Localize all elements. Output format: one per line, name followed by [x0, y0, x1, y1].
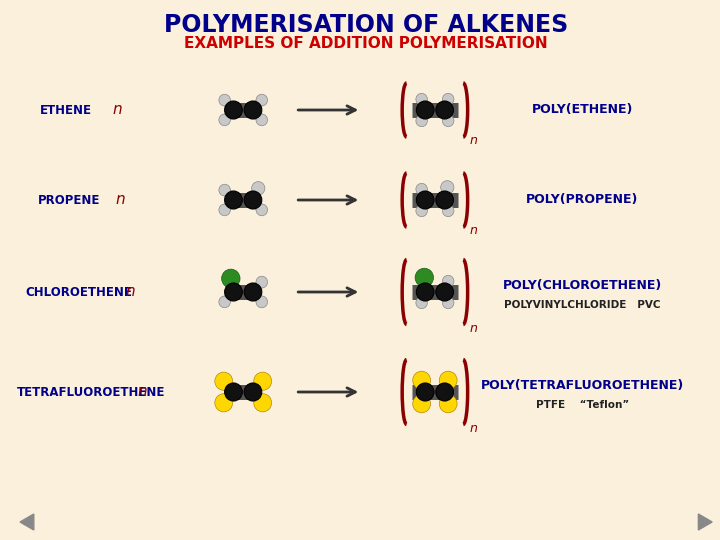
Polygon shape	[698, 514, 712, 530]
Text: n: n	[469, 134, 477, 147]
Circle shape	[413, 371, 431, 389]
Circle shape	[256, 204, 268, 216]
Text: n: n	[469, 422, 477, 435]
Circle shape	[219, 114, 230, 126]
Circle shape	[439, 371, 457, 389]
Circle shape	[251, 181, 265, 195]
Circle shape	[215, 372, 233, 390]
Circle shape	[441, 181, 454, 194]
Circle shape	[244, 283, 262, 301]
Circle shape	[416, 297, 428, 309]
Circle shape	[225, 383, 243, 401]
Circle shape	[442, 93, 454, 105]
Circle shape	[416, 93, 428, 105]
Text: POLY(ETHENE): POLY(ETHENE)	[531, 104, 633, 117]
Circle shape	[416, 205, 428, 217]
Circle shape	[416, 184, 428, 195]
Text: POLYMERISATION OF ALKENES: POLYMERISATION OF ALKENES	[164, 13, 568, 37]
Text: TETRAFLUOROETHENE: TETRAFLUOROETHENE	[17, 386, 165, 399]
Circle shape	[219, 204, 230, 216]
Circle shape	[219, 296, 230, 308]
Circle shape	[416, 101, 434, 119]
Circle shape	[219, 184, 230, 196]
Circle shape	[442, 205, 454, 217]
Circle shape	[416, 383, 434, 401]
Text: n: n	[125, 285, 135, 300]
Text: POLY(TETRAFLUOROETHENE): POLY(TETRAFLUOROETHENE)	[481, 379, 684, 392]
Text: CHLOROETHENE: CHLOROETHENE	[26, 286, 132, 299]
Circle shape	[436, 283, 454, 301]
Text: PTFE    “Teflon”: PTFE “Teflon”	[536, 400, 629, 410]
Circle shape	[413, 395, 431, 413]
Circle shape	[253, 394, 271, 412]
Circle shape	[442, 115, 454, 127]
Text: ETHENE: ETHENE	[40, 104, 92, 117]
Circle shape	[256, 276, 268, 288]
Text: n: n	[137, 384, 147, 400]
Circle shape	[256, 296, 268, 308]
Text: PROPENE: PROPENE	[38, 193, 100, 206]
Circle shape	[442, 297, 454, 309]
Circle shape	[439, 395, 457, 413]
Text: POLY(PROPENE): POLY(PROPENE)	[526, 193, 639, 206]
Circle shape	[436, 191, 454, 209]
Text: n: n	[469, 224, 477, 237]
Circle shape	[253, 372, 271, 390]
Circle shape	[416, 115, 428, 127]
Circle shape	[219, 94, 230, 106]
Circle shape	[215, 394, 233, 412]
Circle shape	[225, 101, 243, 119]
Text: EXAMPLES OF ADDITION POLYMERISATION: EXAMPLES OF ADDITION POLYMERISATION	[184, 36, 548, 51]
Circle shape	[442, 275, 454, 287]
Circle shape	[256, 94, 268, 106]
Text: n: n	[469, 322, 477, 335]
Circle shape	[256, 114, 268, 126]
Text: POLY(CHLOROETHENE): POLY(CHLOROETHENE)	[503, 279, 662, 292]
Circle shape	[416, 283, 434, 301]
Circle shape	[225, 283, 243, 301]
Circle shape	[244, 191, 262, 209]
Circle shape	[222, 269, 240, 288]
Circle shape	[225, 191, 243, 209]
Text: n: n	[112, 103, 122, 118]
Circle shape	[244, 383, 262, 401]
Circle shape	[244, 101, 262, 119]
Text: POLYVINYLCHLORIDE   PVC: POLYVINYLCHLORIDE PVC	[504, 300, 661, 310]
Circle shape	[415, 268, 433, 287]
Circle shape	[416, 191, 434, 209]
Circle shape	[436, 383, 454, 401]
Text: n: n	[115, 192, 125, 207]
Circle shape	[436, 101, 454, 119]
Polygon shape	[20, 514, 34, 530]
